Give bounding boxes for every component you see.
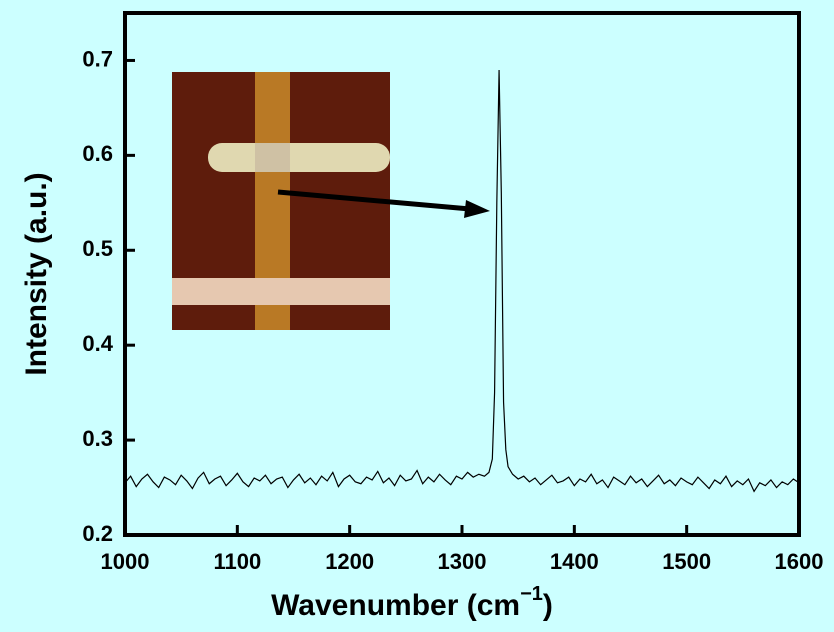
x-tick-label: 1200 xyxy=(325,549,374,574)
y-tick-label: 0.7 xyxy=(82,46,113,71)
y-tick-label: 0.4 xyxy=(82,331,113,356)
x-tick-label: 1600 xyxy=(775,549,824,574)
x-axis-title: Wavenumber (cm−1) xyxy=(271,583,553,622)
y-tick-label: 0.5 xyxy=(82,236,113,261)
x-title-sup: −1 xyxy=(520,583,543,605)
spectrum-line xyxy=(124,69,800,493)
y-tick-label: 0.6 xyxy=(82,141,113,166)
y-tick-label: 0.2 xyxy=(82,521,113,546)
x-tick-label: 1000 xyxy=(101,549,150,574)
arrow-head xyxy=(464,200,490,218)
y-tick-label: 0.3 xyxy=(82,426,113,451)
x-tick-label: 1100 xyxy=(213,549,261,574)
y-axis-title: Intensity (a.u.) xyxy=(20,172,53,375)
x-tick-label: 1500 xyxy=(662,549,711,574)
photo-overlap xyxy=(255,143,290,172)
x-tick-label: 1300 xyxy=(438,549,487,574)
x-title-text: Wavenumber (cm xyxy=(271,589,520,622)
x-tick-label: 1400 xyxy=(550,549,599,574)
arrow-shaft xyxy=(277,189,471,212)
photo-bar-top xyxy=(208,143,390,172)
photo-bar-bottom xyxy=(172,278,390,305)
x-title-end: ) xyxy=(543,589,553,622)
